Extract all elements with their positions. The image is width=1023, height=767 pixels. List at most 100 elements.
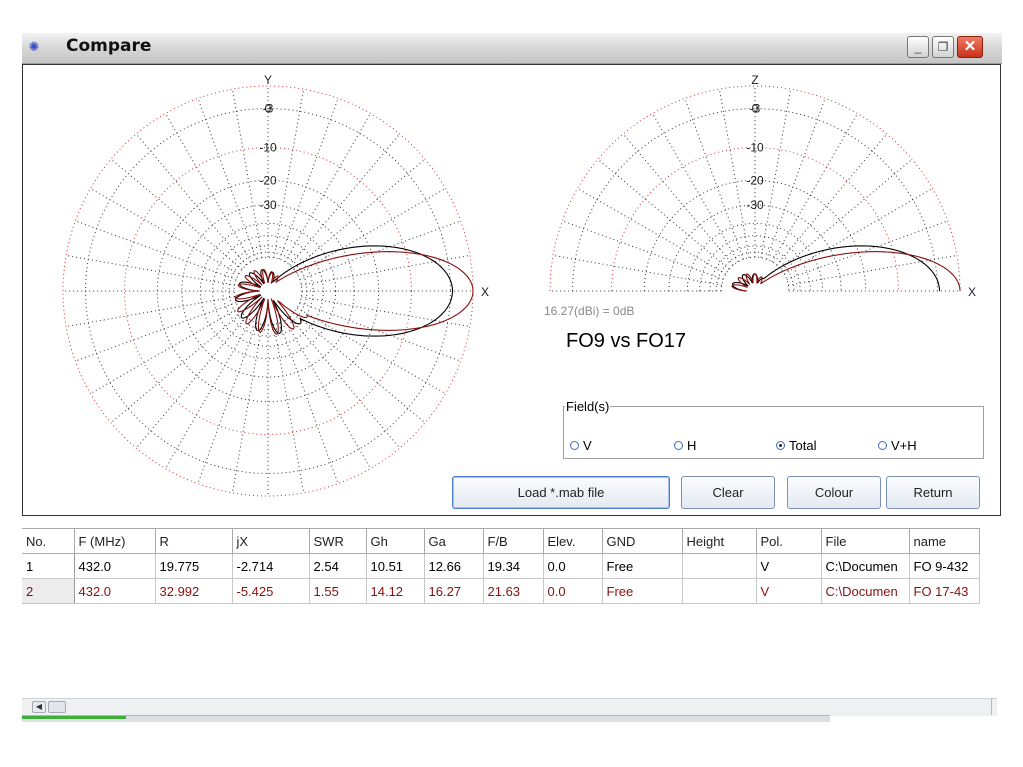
ring-label: -3 — [263, 102, 274, 116]
scroll-left-arrow-icon[interactable]: ◀ — [32, 701, 46, 713]
table-cell[interactable]: V — [756, 578, 822, 604]
radio-h-dot[interactable] — [674, 441, 683, 450]
radio-v-dot[interactable] — [570, 441, 579, 450]
column-header[interactable]: jX — [232, 528, 310, 554]
table-cell[interactable]: 21.63 — [483, 578, 544, 604]
table-cell[interactable]: 10.51 — [366, 553, 425, 579]
reference-gain-label: 16.27(dBi) = 0dB — [544, 304, 635, 318]
table-cell[interactable]: -5.425 — [232, 578, 310, 604]
return-button[interactable]: Return — [886, 476, 980, 509]
column-header[interactable]: Elev. — [543, 528, 603, 554]
grid-spoke — [284, 113, 371, 262]
grid-spoke — [279, 98, 339, 260]
compare-heading: FO9 vs FO17 — [566, 330, 687, 352]
table-cell[interactable]: 14.12 — [366, 578, 425, 604]
table-cell[interactable]: Free — [602, 578, 683, 604]
series-1-pattern — [235, 245, 454, 337]
radio-total-dot[interactable] — [776, 441, 785, 450]
column-header[interactable]: Gh — [366, 528, 425, 554]
pattern-plot-area: Y X 0 -3 -10 -20 -30 Z X 0 -3 -10 -20 -30 — [22, 64, 1001, 516]
table-cell[interactable] — [682, 578, 757, 604]
grid-ring — [572, 108, 938, 292]
grid-ring — [85, 108, 451, 474]
load-mab-file-button[interactable]: Load *.mab file — [452, 476, 670, 509]
grid-spoke — [90, 188, 239, 275]
table-cell[interactable]: 432.0 — [74, 553, 156, 579]
column-header[interactable]: File — [821, 528, 910, 554]
grid-spoke — [293, 312, 426, 424]
row-number-cell[interactable]: 1 — [22, 553, 75, 579]
close-button[interactable]: ✕ — [957, 36, 983, 58]
minimize-icon: _ — [914, 40, 922, 54]
table-cell[interactable]: 19.775 — [155, 553, 233, 579]
table-cell[interactable]: Free — [602, 553, 683, 579]
window-title: Compare — [66, 36, 152, 56]
table-cell[interactable]: 16.27 — [424, 578, 484, 604]
column-header[interactable]: SWR — [309, 528, 367, 554]
minimize-button[interactable]: _ — [907, 36, 929, 58]
table-cell[interactable]: 2.54 — [309, 553, 367, 579]
radio-total-label: Total — [789, 438, 817, 453]
radio-v-label: V — [583, 438, 592, 453]
table-cell[interactable]: 0.0 — [543, 553, 603, 579]
column-header[interactable]: Ga — [424, 528, 484, 554]
table-cell[interactable]: C:\Documen — [821, 578, 910, 604]
table-cell[interactable] — [682, 553, 757, 579]
radio-h[interactable]: H — [674, 438, 696, 453]
grid-spoke — [197, 98, 257, 260]
table-row[interactable]: 2 432.0 32.992 -5.425 1.55 14.12 16.27 21.63 0.0… — [22, 578, 980, 604]
axis-label: Y — [264, 73, 272, 87]
row-number-cell[interactable]: 2 — [22, 578, 75, 604]
restore-button[interactable]: ❐ — [932, 36, 954, 58]
horizontal-scrollbar[interactable]: ◀ — [22, 698, 997, 716]
table-row[interactable]: 1 432.0 19.775 -2.714 2.54 10.51 12.66 19.34 0.0… — [22, 553, 980, 579]
column-header[interactable]: Height — [682, 528, 757, 554]
grid-spoke — [597, 158, 730, 270]
title-bar[interactable]: ✺ Compare _ ❐ ✕ — [22, 33, 1002, 64]
column-header[interactable]: name — [909, 528, 980, 554]
column-header[interactable]: No. — [22, 528, 75, 554]
column-header[interactable]: F (MHz) — [74, 528, 156, 554]
grid-spoke — [293, 158, 426, 270]
table-cell[interactable]: 12.66 — [424, 553, 484, 579]
radio-v[interactable]: V — [570, 438, 592, 453]
grid-spoke — [165, 320, 252, 469]
column-header[interactable]: R — [155, 528, 233, 554]
grid-spoke — [622, 133, 734, 266]
grid-spoke — [684, 98, 744, 260]
ring-label: -10 — [746, 141, 764, 155]
grid-spoke — [760, 89, 792, 258]
grid-spoke — [301, 296, 470, 328]
restore-icon: ❐ — [937, 40, 949, 54]
column-header[interactable]: Pol. — [756, 528, 822, 554]
radio-total[interactable]: Total — [776, 438, 816, 453]
grid-spoke — [652, 113, 739, 262]
table-cell[interactable]: -2.714 — [232, 553, 310, 579]
table-cell[interactable]: 432.0 — [74, 578, 156, 604]
radio-vh[interactable]: V+H — [878, 438, 917, 453]
grid-ring — [156, 179, 380, 403]
table-cell[interactable]: 32.992 — [155, 578, 233, 604]
table-cell[interactable]: 19.34 — [483, 553, 544, 579]
table-cell[interactable]: FO 9-432 — [909, 553, 980, 579]
grid-spoke — [66, 296, 235, 328]
table-cell[interactable]: 1.55 — [309, 578, 367, 604]
scroll-thumb[interactable] — [48, 701, 66, 713]
clear-button[interactable]: Clear — [681, 476, 775, 509]
grid-ring — [228, 251, 308, 331]
grid-spoke — [66, 254, 235, 286]
radio-vh-dot[interactable] — [878, 441, 887, 450]
grid-spoke — [577, 188, 726, 275]
table-cell[interactable]: 0.0 — [543, 578, 603, 604]
grid-spoke — [297, 307, 446, 394]
table-cell[interactable]: FO 17-43 — [909, 578, 980, 604]
column-header[interactable]: F/B — [483, 528, 544, 554]
column-header[interactable]: GND — [602, 528, 683, 554]
fields-legend: Field(s) — [566, 399, 610, 414]
table-cell[interactable]: C:\Documen — [821, 553, 910, 579]
table-cell[interactable]: V — [756, 553, 822, 579]
grid-spoke — [279, 322, 339, 484]
grid-spoke — [135, 316, 247, 449]
colour-button[interactable]: Colour — [787, 476, 881, 509]
